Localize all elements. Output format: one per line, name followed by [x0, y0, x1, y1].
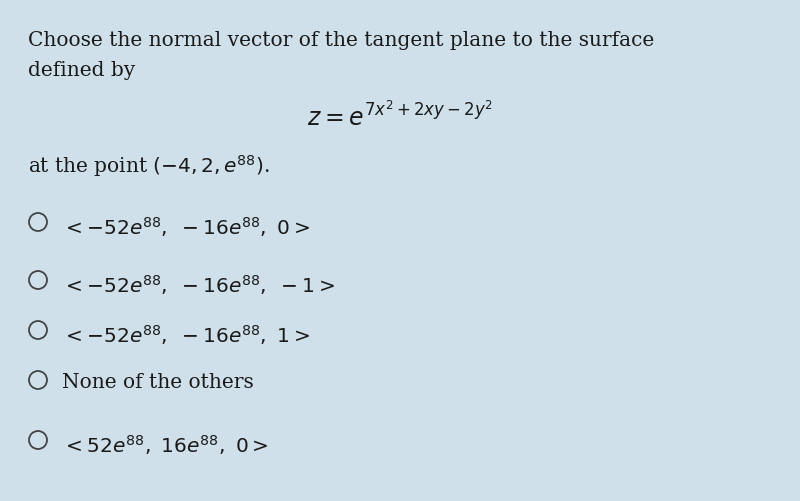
Text: at the point $\left(-4, 2, e^{88}\right)$.: at the point $\left(-4, 2, e^{88}\right)…	[28, 153, 270, 179]
Text: None of the others: None of the others	[62, 373, 254, 392]
Text: $z = e^{7x^2+2xy-2y^2}$: $z = e^{7x^2+2xy-2y^2}$	[307, 101, 493, 131]
Text: Choose the normal vector of the tangent plane to the surface: Choose the normal vector of the tangent …	[28, 31, 654, 50]
Text: $< -52e^{88},\ -16e^{88},\ 1 >$: $< -52e^{88},\ -16e^{88},\ 1 >$	[62, 323, 310, 347]
Text: $< 52e^{88},\ 16e^{88},\ 0 >$: $< 52e^{88},\ 16e^{88},\ 0 >$	[62, 433, 269, 457]
Text: $< -52e^{88},\ -16e^{88},\ 0 >$: $< -52e^{88},\ -16e^{88},\ 0 >$	[62, 215, 310, 239]
Text: $<-52e^{88},\ -16e^{88},\ -1>$: $<-52e^{88},\ -16e^{88},\ -1>$	[62, 273, 335, 297]
Text: defined by: defined by	[28, 61, 135, 80]
